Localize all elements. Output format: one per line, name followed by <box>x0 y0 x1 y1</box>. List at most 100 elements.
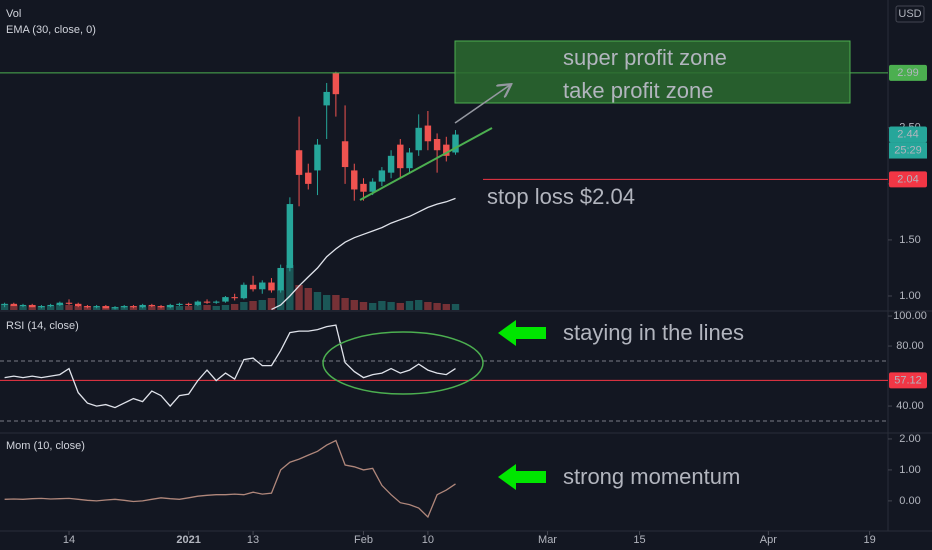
x-tick-label: Feb <box>354 534 373 546</box>
annotation: strong momentum <box>563 464 740 489</box>
price-tag <box>889 64 927 81</box>
candle-body <box>121 306 128 308</box>
volume-bar <box>203 305 211 310</box>
y-tick-label: 100.00 <box>893 310 927 322</box>
volume-bar <box>276 290 285 310</box>
rsi-ellipse <box>322 331 484 395</box>
y-tick-label: 1.00 <box>899 290 920 302</box>
candle-body <box>305 172 312 184</box>
y-tick-label: 40.00 <box>896 400 924 412</box>
price-tag-label: 57.12 <box>894 374 922 386</box>
candle-body <box>406 152 413 169</box>
candle-body <box>452 134 459 153</box>
left-arrow <box>498 320 546 346</box>
volume-bar <box>184 306 193 310</box>
price-tag <box>889 171 927 188</box>
currency[interactable]: USD <box>898 8 921 20</box>
candle-body <box>268 282 275 291</box>
volume-bar <box>433 303 441 310</box>
candle-body <box>249 284 257 290</box>
candle-body <box>332 72 340 95</box>
candle-body <box>84 306 91 308</box>
candle-body <box>351 170 358 190</box>
volume-bar <box>10 305 18 310</box>
volume-bar <box>194 305 202 310</box>
y-tick-label: 2.00 <box>899 433 920 445</box>
annotation: take profit zone <box>563 78 713 103</box>
candle-body <box>433 139 441 151</box>
candle-body <box>424 125 432 142</box>
mom-legend: Mom (10, close) <box>6 440 85 452</box>
candle-body <box>38 306 45 308</box>
y-tick-label: 1.00 <box>899 464 920 476</box>
volume-bar <box>138 307 147 310</box>
rsi-legend: RSI (14, close) <box>6 320 79 332</box>
candle-body <box>56 302 64 305</box>
volume-bar <box>304 288 312 310</box>
volume-bar <box>295 285 303 310</box>
annotation: staying in the lines <box>563 320 744 345</box>
candle-body <box>176 303 183 305</box>
candle-body <box>157 306 165 308</box>
price-tag-label: 2.04 <box>897 173 918 185</box>
volume-bar <box>221 305 230 310</box>
volume-bar <box>230 304 239 310</box>
volume-bar <box>405 301 414 310</box>
volume-bar <box>258 300 266 310</box>
y-tick-label: 1.50 <box>899 234 920 246</box>
volume-bar <box>378 301 386 310</box>
x-tick-label: 19 <box>863 534 875 546</box>
candle-body <box>1 303 8 305</box>
volume-bar <box>350 300 358 310</box>
volume-bar <box>387 302 395 310</box>
candle-body <box>295 150 303 175</box>
countdown: 25:29 <box>894 144 922 156</box>
candle-body <box>443 144 450 156</box>
currency-box[interactable] <box>895 5 925 23</box>
volume-bar <box>65 305 73 310</box>
volume-bar <box>359 302 368 310</box>
left-arrow <box>498 464 546 490</box>
candle-body <box>93 306 100 308</box>
countdown-tag <box>889 142 927 159</box>
volume-bar <box>286 265 294 310</box>
candle-body <box>139 304 146 308</box>
axis-labels: 14202113Feb10Mar15Apr191.001.502.002.501… <box>63 64 927 546</box>
y-tick-label: 80.00 <box>896 340 924 352</box>
candle-body <box>341 141 349 168</box>
candle-body <box>10 303 18 307</box>
candle-body <box>213 301 220 303</box>
volume-bar <box>369 303 377 310</box>
candle-body <box>415 127 422 151</box>
candle-body <box>378 170 386 182</box>
annotation: stop loss $2.04 <box>487 184 635 209</box>
candle-body <box>314 144 321 171</box>
volume-bar <box>249 301 257 310</box>
volume-bar <box>415 300 423 310</box>
volume-bar <box>92 307 101 310</box>
volume-bar <box>19 306 27 310</box>
annotation: super profit zone <box>563 45 727 70</box>
volume-bar <box>175 306 184 310</box>
x-tick-label: 13 <box>247 534 259 546</box>
candle-body <box>194 301 202 305</box>
candle-body <box>259 282 266 290</box>
volume-bar <box>28 305 36 310</box>
volume-bar <box>240 302 248 310</box>
candle-body <box>185 303 192 305</box>
x-tick-label: 2021 <box>176 534 200 546</box>
volume-bar <box>442 304 450 310</box>
volume-bar <box>74 306 82 310</box>
volume-bar <box>46 306 55 310</box>
candle-body <box>111 307 119 309</box>
volume-bar <box>332 295 340 310</box>
y-tick-label: 0.00 <box>899 495 920 507</box>
x-tick-label: Mar <box>538 534 557 546</box>
candle-body <box>203 301 211 303</box>
candle-body <box>277 267 284 291</box>
price-pane <box>0 71 460 310</box>
candle-body <box>167 304 174 308</box>
line-series <box>4 324 456 409</box>
candle-body <box>231 297 238 299</box>
volume-bar <box>313 292 322 310</box>
